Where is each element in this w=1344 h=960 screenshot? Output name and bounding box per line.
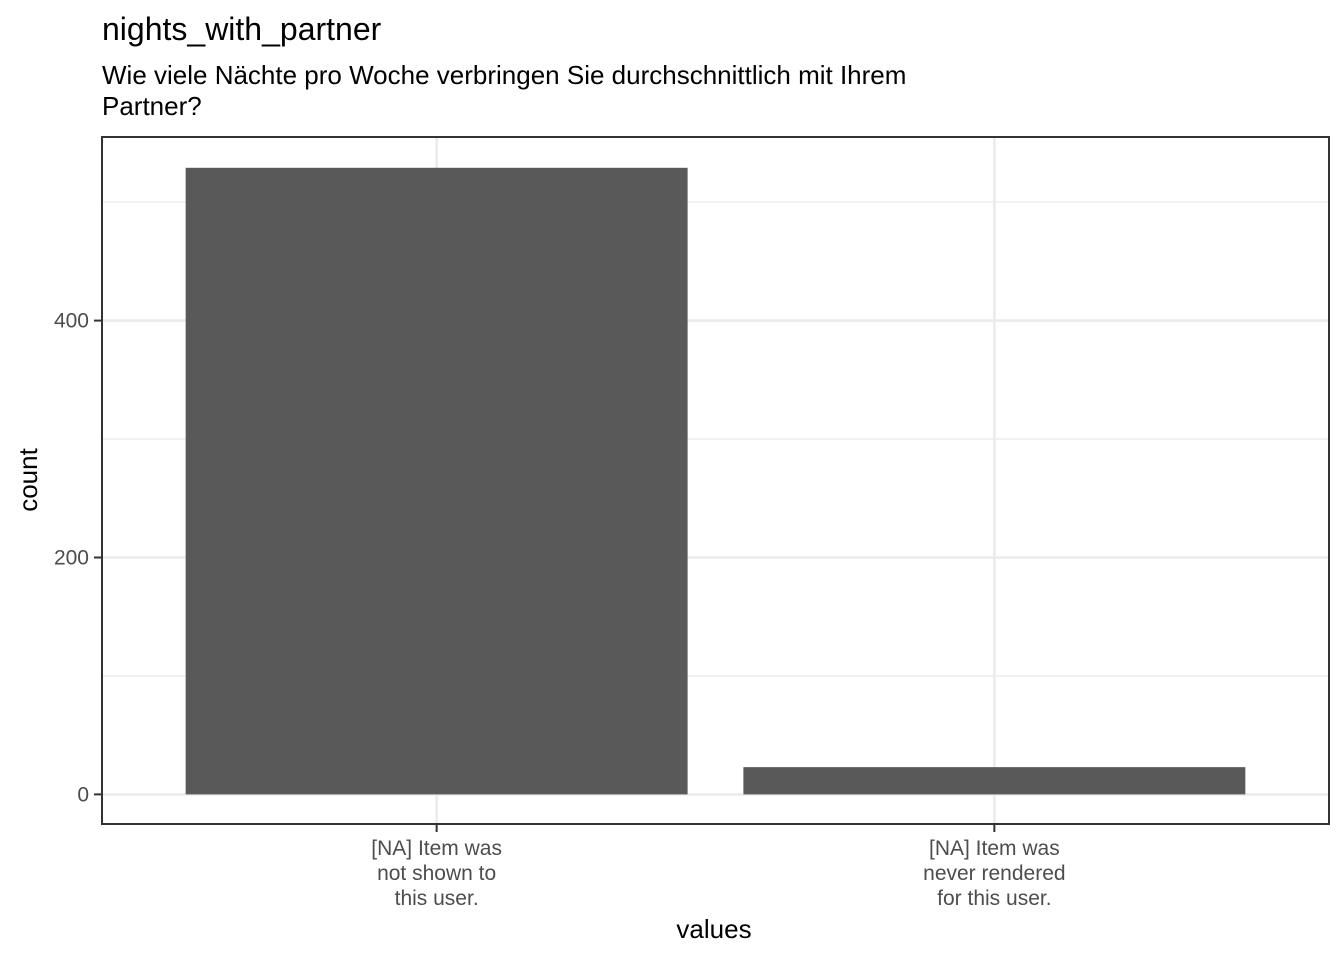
x-tick-label: [NA] Item was never rendered for this user… [923, 837, 1065, 910]
x-tick-label-line: for this user. [937, 887, 1051, 910]
panel-border [101, 136, 1330, 825]
x-tick-label-line: [NA] Item was [929, 837, 1060, 860]
x-axis: [NA] Item was not shown to this user.[NA] … [371, 824, 1066, 910]
x-axis-title: values [676, 914, 751, 944]
x-tick-label-line: [NA] Item was [371, 837, 502, 860]
y-tick-label: 0 [77, 783, 89, 806]
y-axis: 0 200 400 [54, 310, 102, 806]
x-tick-label-line: not shown to [377, 862, 496, 885]
bar [185, 167, 688, 795]
bar [743, 767, 1246, 795]
chart-title: nights_with_partner [102, 11, 382, 47]
y-axis-title: count [13, 447, 43, 511]
y-tick-label: 200 [54, 546, 89, 569]
x-tick-label-line: never rendered [923, 862, 1065, 885]
x-tick-label-line: this user. [395, 887, 479, 910]
chart-subtitle-line-2: Partner? [102, 91, 202, 121]
x-tick-label: [NA] Item was not shown to this user. [371, 837, 502, 910]
chart-subtitle-line-1: Wie viele Nächte pro Woche verbringen Si… [102, 60, 906, 90]
y-tick-label: 400 [54, 310, 89, 333]
bars [185, 167, 1246, 795]
